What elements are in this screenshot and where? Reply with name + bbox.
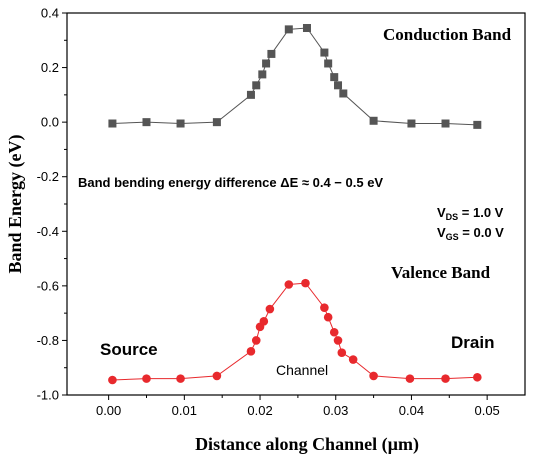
valence-band-label: Valence Band bbox=[391, 263, 491, 282]
conduction-band-point bbox=[262, 59, 271, 68]
y-tick-label: 0.0 bbox=[41, 115, 59, 130]
y-tick-label: -0.2 bbox=[37, 169, 59, 184]
x-tick-label: 0.01 bbox=[172, 403, 197, 418]
valence-band-point bbox=[320, 303, 329, 312]
valence-band-point bbox=[108, 375, 117, 385]
valence-band-point bbox=[301, 278, 310, 288]
y-tick-label: -1.0 bbox=[37, 388, 59, 403]
x-axis-title: Distance along Channel (µm) bbox=[195, 434, 419, 455]
y-axis-title: Band Energy (eV) bbox=[5, 134, 26, 273]
valence-band-point bbox=[333, 336, 343, 345]
series-layer bbox=[108, 24, 482, 385]
conduction-band-point bbox=[284, 25, 293, 34]
vgs-subscript: GS bbox=[446, 232, 459, 242]
vgs-value: = 0.0 V bbox=[459, 225, 504, 240]
valence-band-point bbox=[259, 317, 269, 326]
axis-ticks: 0.00 0.01 0.02 0.03 0.04 0.05 0.4 0.2 0.0 -0.2 -0.… bbox=[37, 6, 500, 419]
valence-band-point bbox=[441, 374, 450, 383]
conduction-band-point bbox=[258, 70, 267, 79]
conduction-band-label: Conduction Band bbox=[383, 25, 512, 44]
conduction-band-point bbox=[369, 116, 378, 125]
valence-band-point bbox=[284, 280, 294, 289]
conduction-band-point bbox=[339, 89, 348, 98]
y-tick-label: 0.2 bbox=[41, 60, 59, 75]
valence-band-series bbox=[108, 278, 482, 385]
source-label: Source bbox=[100, 340, 158, 359]
vds-value: = 1.0 V bbox=[458, 205, 503, 220]
band-bending-annotation: Band bending energy difference ΔE ≈ 0.4 … bbox=[78, 175, 383, 190]
valence-band-point bbox=[142, 374, 151, 383]
x-tick-label: 0.02 bbox=[247, 403, 272, 418]
valence-band-point bbox=[405, 374, 415, 383]
x-tick-label: 0.00 bbox=[96, 403, 121, 418]
valence-band-point bbox=[369, 371, 378, 381]
valence-band-point bbox=[329, 327, 339, 337]
y-tick-label: -0.8 bbox=[37, 333, 59, 348]
valence-band-point bbox=[265, 304, 275, 314]
conduction-band-point bbox=[330, 73, 339, 82]
drain-label: Drain bbox=[451, 333, 494, 352]
x-tick-label: 0.03 bbox=[323, 403, 348, 418]
valence-band-point bbox=[212, 371, 222, 381]
y-tick-label: -0.4 bbox=[37, 224, 59, 239]
valence-band-point bbox=[251, 336, 261, 345]
valence-band-point bbox=[323, 312, 333, 322]
conduction-band-series bbox=[108, 24, 482, 129]
conduction-band-point bbox=[407, 119, 416, 128]
y-tick-label: 0.4 bbox=[41, 6, 59, 21]
conduction-band-line bbox=[112, 27, 478, 126]
conduction-band-point bbox=[267, 49, 276, 58]
y-tick-label: -0.6 bbox=[37, 278, 59, 293]
x-tick-label: 0.04 bbox=[399, 403, 424, 418]
conduction-band-point bbox=[302, 24, 311, 33]
vds-annotation: VDS = 1.0 V bbox=[437, 205, 504, 222]
conduction-band-point bbox=[252, 81, 261, 90]
vds-subscript: DS bbox=[446, 212, 459, 222]
conduction-band-point bbox=[142, 118, 151, 127]
conduction-band-point bbox=[473, 120, 482, 129]
conduction-band-point bbox=[441, 119, 450, 128]
vds-prefix: V bbox=[437, 205, 446, 220]
conduction-band-point bbox=[176, 119, 185, 128]
channel-label: Channel bbox=[276, 362, 328, 378]
conduction-band-point bbox=[212, 118, 221, 127]
valence-band-point bbox=[473, 372, 482, 382]
valence-band-point bbox=[246, 347, 256, 356]
valence-band-point bbox=[348, 355, 358, 364]
vgs-annotation: VGS = 0.0 V bbox=[437, 225, 504, 242]
valence-band-point bbox=[337, 348, 347, 358]
conduction-band-point bbox=[108, 119, 117, 128]
valence-band-point bbox=[176, 374, 185, 383]
conduction-band-point bbox=[334, 81, 343, 90]
x-tick-label: 0.05 bbox=[474, 403, 499, 418]
conduction-band-point bbox=[324, 59, 333, 68]
conduction-band-point bbox=[320, 48, 329, 57]
vgs-prefix: V bbox=[437, 225, 446, 240]
conduction-band-point bbox=[246, 90, 255, 99]
